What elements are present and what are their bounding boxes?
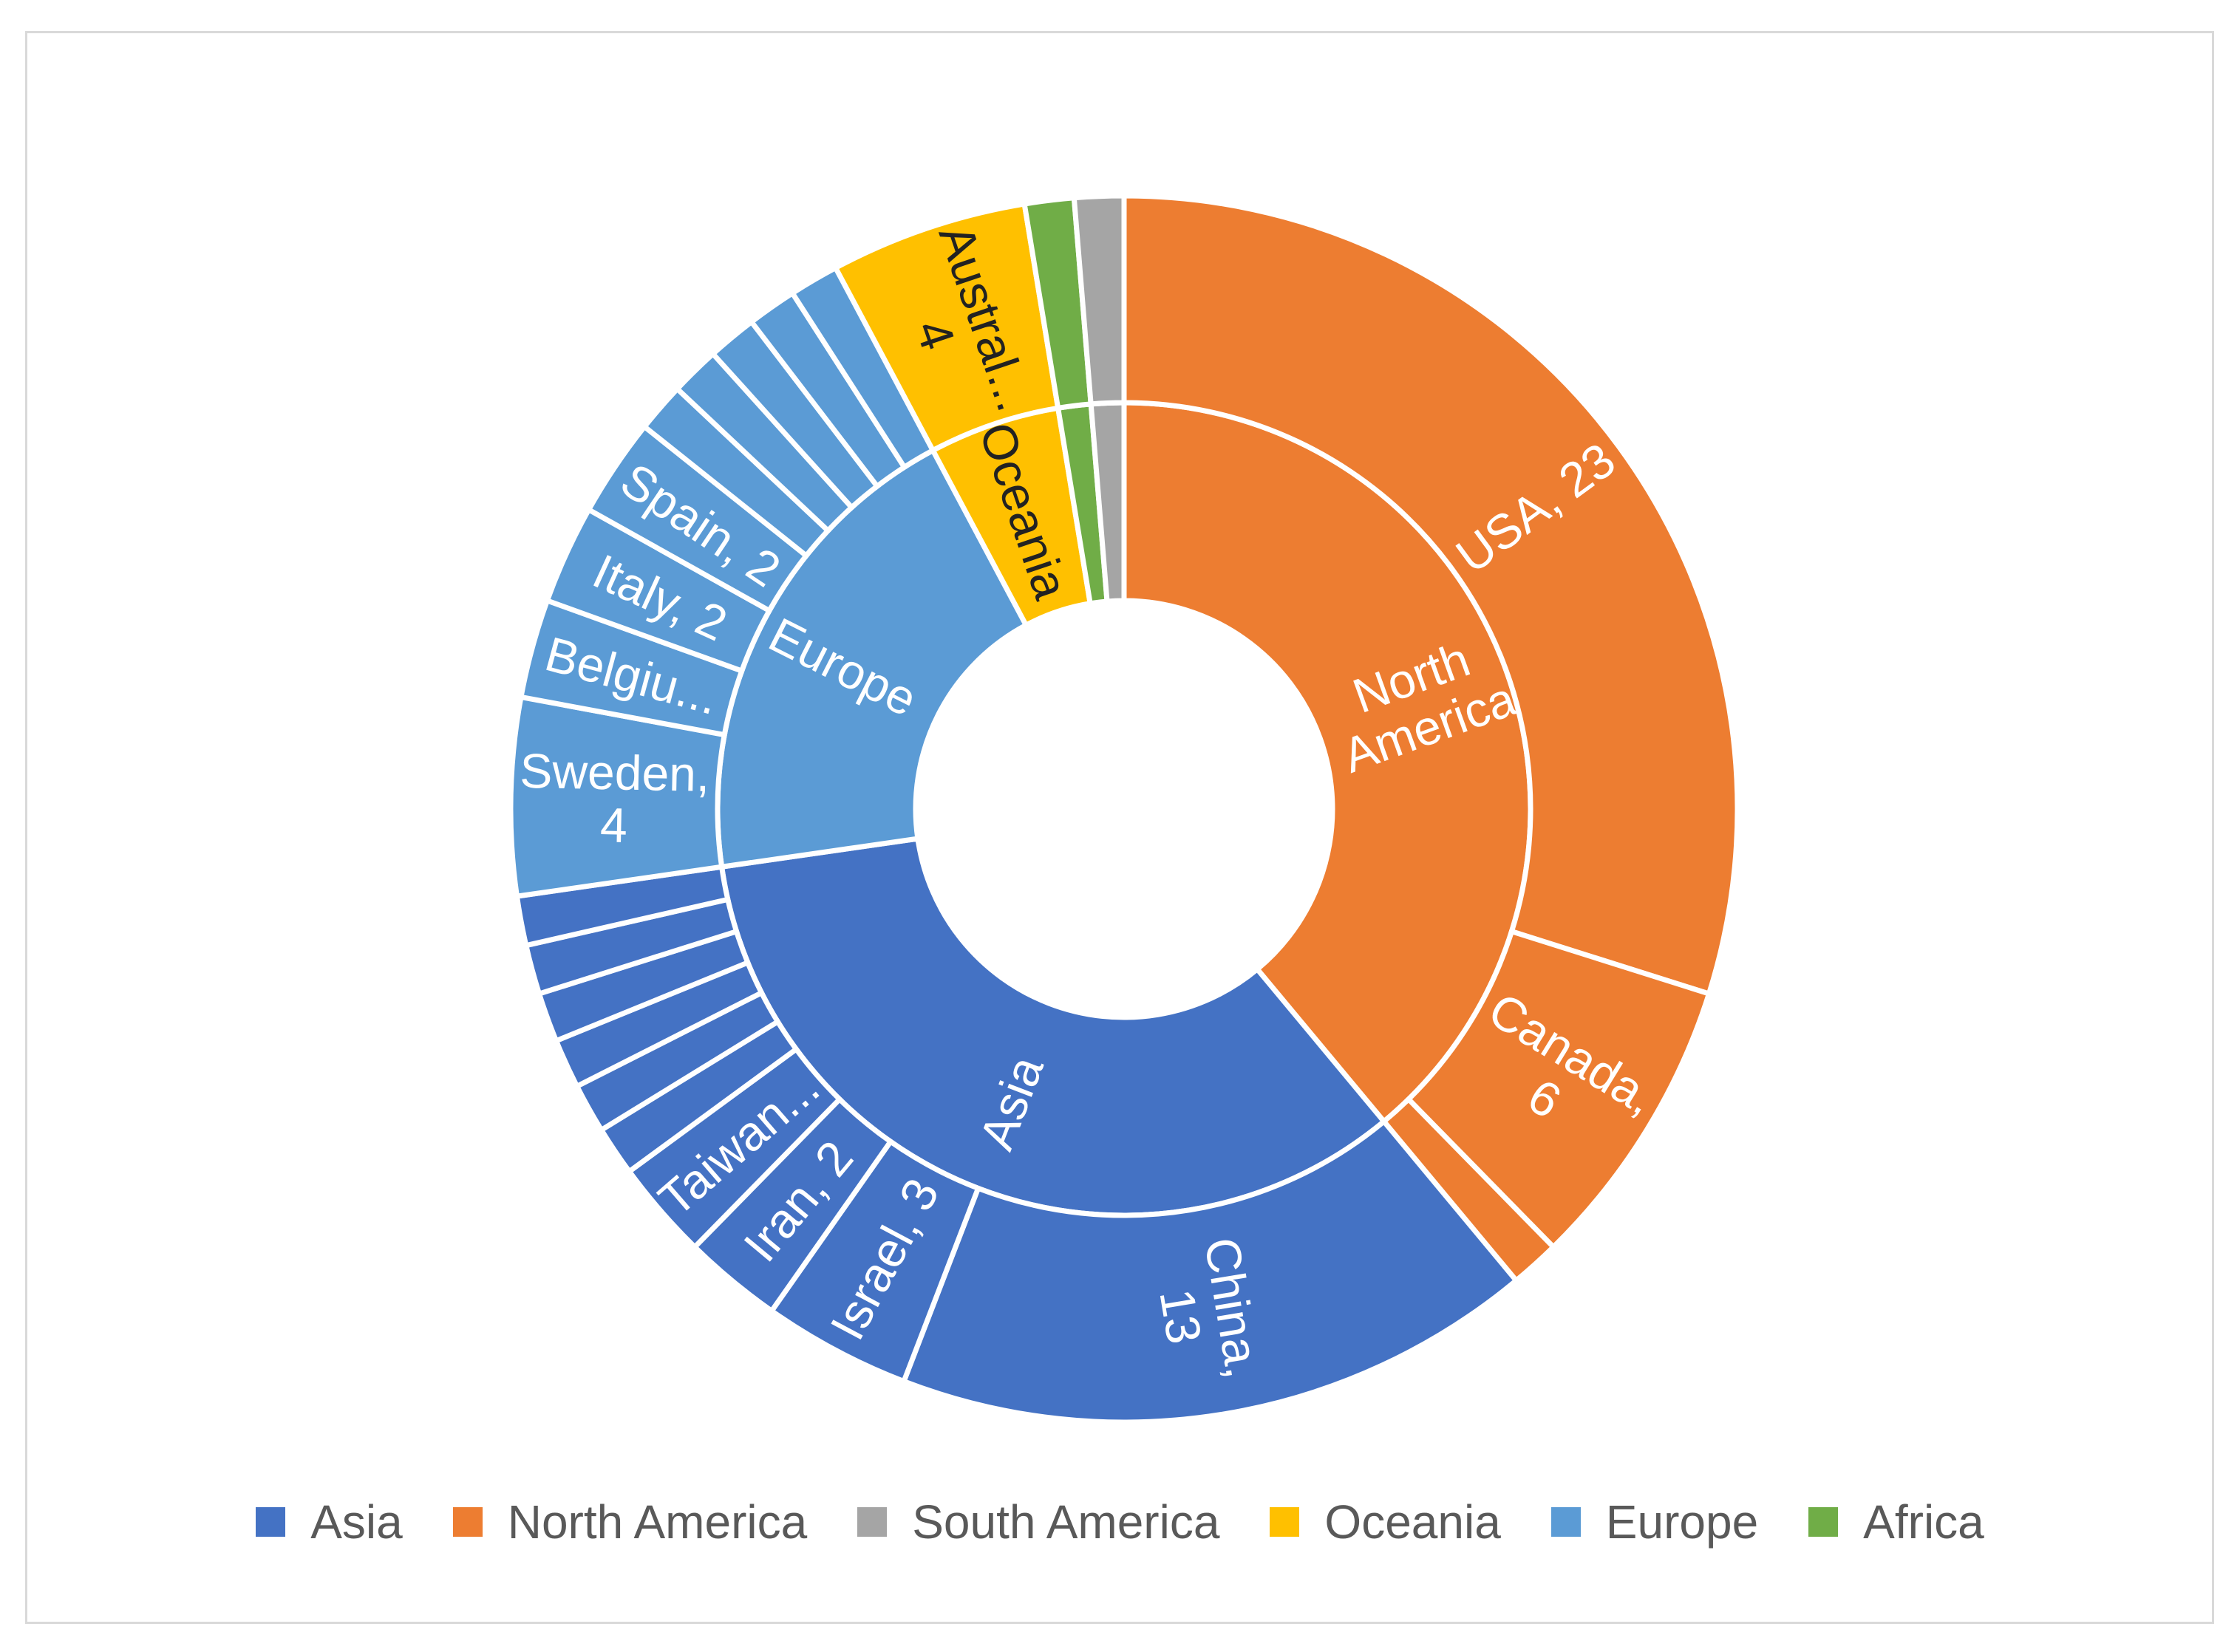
legend-item-south-america: South America (857, 1495, 1219, 1549)
legend-label-africa: Africa (1863, 1495, 1984, 1549)
legend-item-oceania: Oceania (1270, 1495, 1501, 1549)
legend-swatch-africa (1808, 1507, 1839, 1537)
chart-legend: Asia North America South America Oceania Eur… (0, 1492, 2240, 1552)
outer-segment-china (900, 1117, 1520, 1425)
legend-label-oceania: Oceania (1324, 1495, 1501, 1549)
legend-label-north-america: North America (507, 1495, 808, 1549)
outer-label-sweden: Sweden,4 (518, 743, 710, 854)
legend-swatch-north-america (452, 1507, 483, 1537)
legend-swatch-europe (1550, 1507, 1581, 1537)
legend-label-europe: Europe (1605, 1495, 1759, 1549)
legend-swatch-oceania (1270, 1507, 1300, 1537)
outer-segment-usa (1121, 193, 1740, 997)
legend-item-north-america: North America (452, 1495, 808, 1549)
outer-ring (508, 193, 1740, 1425)
legend-swatch-south-america (857, 1507, 888, 1537)
legend-item-asia: Asia (256, 1495, 403, 1549)
legend-swatch-asia (256, 1507, 286, 1537)
inner-ring (715, 400, 1533, 1218)
legend-label-south-america: South America (912, 1495, 1220, 1549)
legend-item-europe: Europe (1550, 1495, 1759, 1549)
legend-item-africa: Africa (1808, 1495, 1984, 1549)
outer-segment-south-america-24 (1071, 193, 1127, 407)
legend-label-asia: Asia (310, 1495, 403, 1549)
